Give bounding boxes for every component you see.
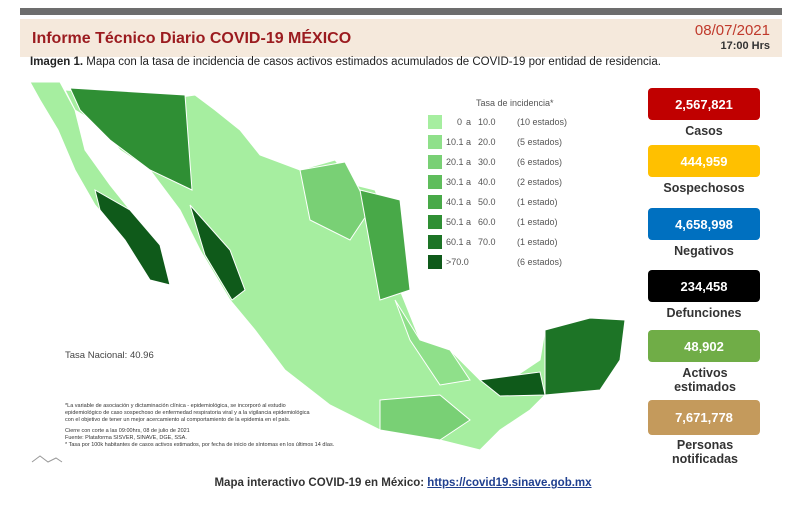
sinaloa <box>189 204 246 301</box>
stat-label: Activos estimados <box>674 366 736 394</box>
title: Informe Técnico Diario COVID-19 MÉXICO <box>32 30 352 47</box>
tabasco <box>478 371 546 397</box>
legend-swatch <box>428 255 442 269</box>
legend-sep: a <box>466 237 472 247</box>
caption: Imagen 1. Mapa con la tasa de incidencia… <box>30 56 661 68</box>
legend-count: (10 estados) <box>517 117 568 127</box>
legend-sep: a <box>466 217 472 227</box>
stat-value: 234,458 <box>648 270 760 302</box>
legend-sep: a <box>466 117 472 127</box>
legend-count: (6 estados) <box>517 257 563 267</box>
legend-from: 10.1 <box>446 137 464 147</box>
sonora <box>69 87 193 191</box>
note-line: Fuente: Plataforma SISVER, SINAVE, DGE, … <box>65 435 187 441</box>
logo <box>31 455 63 463</box>
caption-label: Imagen 1. <box>30 56 84 68</box>
legend-from: 60.1 <box>446 237 464 247</box>
note-line: epidemiológico de caso sospechoso de enf… <box>65 410 310 416</box>
oaxaca <box>379 394 471 441</box>
stat-label: Negativos <box>674 244 734 258</box>
note-line: Cierre con corte a las 09:00hrs, 08 de j… <box>65 428 190 434</box>
stat-value: 7,671,778 <box>648 400 760 435</box>
legend-from: 30.1 <box>446 177 464 187</box>
legend-to: 20.0 <box>478 137 496 147</box>
legend-sep: a <box>466 157 472 167</box>
legend-count: (6 estados) <box>517 157 563 167</box>
legend-swatch <box>428 155 442 169</box>
legend-count: (1 estado) <box>517 197 558 207</box>
legend-to: 50.0 <box>478 197 496 207</box>
legend-swatch <box>428 235 442 249</box>
stat-label: Defunciones <box>666 306 742 320</box>
stat-label: Casos <box>685 124 723 138</box>
note-line: con el objetivo de tener un mejor acerca… <box>65 417 291 423</box>
legend-from: >70.0 <box>446 257 469 267</box>
legend-sep: a <box>466 137 472 147</box>
legend-to: 30.0 <box>478 157 496 167</box>
legend-swatch <box>428 115 442 129</box>
national-rate: Tasa Nacional: 40.96 <box>65 350 154 361</box>
legend-to: 10.0 <box>478 117 496 127</box>
time: 17:00 Hrs <box>720 40 770 52</box>
legend-count: (1 estado) <box>517 217 558 227</box>
caption-text: Mapa con la tasa de incidencia de casos … <box>86 56 661 68</box>
legend-sep: a <box>466 197 472 207</box>
legend-count: (5 estados) <box>517 137 563 147</box>
legend-count: (2 estados) <box>517 177 563 187</box>
date: 08/07/2021 <box>694 22 770 39</box>
legend-title: Tasa de incidencia* <box>476 98 554 108</box>
stat-value: 2,567,821 <box>648 88 760 120</box>
legend-to: 60.0 <box>478 217 496 227</box>
top-bar <box>20 8 782 15</box>
footer-label: Mapa interactivo COVID-19 en México: <box>214 477 425 489</box>
legend-count: (1 estado) <box>517 237 558 247</box>
veracruz <box>394 299 471 386</box>
tamaulipas <box>359 189 411 301</box>
stat-value: 4,658,998 <box>648 208 760 240</box>
yucatan-peninsula <box>544 317 626 396</box>
header-band <box>20 19 782 57</box>
footer-link[interactable]: https://covid19.sinave.gob.mx <box>427 477 592 489</box>
legend-to: 70.0 <box>478 237 496 247</box>
stat-label: Sospechosos <box>663 181 745 195</box>
legend-swatch <box>428 175 442 189</box>
legend-to: 40.0 <box>478 177 496 187</box>
stat-value: 48,902 <box>648 330 760 362</box>
stat-label: Personas notificadas <box>672 438 738 466</box>
footer: Mapa interactivo COVID-19 en México: htt… <box>0 477 806 489</box>
legend-from: 20.1 <box>446 157 464 167</box>
baja-california-sur <box>94 188 171 286</box>
stat-value: 444,959 <box>648 145 760 177</box>
legend-sep: a <box>466 177 472 187</box>
legend-swatch <box>428 215 442 229</box>
legend-from: 0 <box>456 117 462 127</box>
note-line: * Tasa por 100k habitantes de casos acti… <box>65 442 335 448</box>
legend-from: 50.1 <box>446 217 464 227</box>
legend-swatch <box>428 135 442 149</box>
legend-from: 40.1 <box>446 197 464 207</box>
legend-swatch <box>428 195 442 209</box>
coahuila <box>299 161 371 241</box>
note-line: *La variable de asociación y dictaminaci… <box>65 403 286 409</box>
